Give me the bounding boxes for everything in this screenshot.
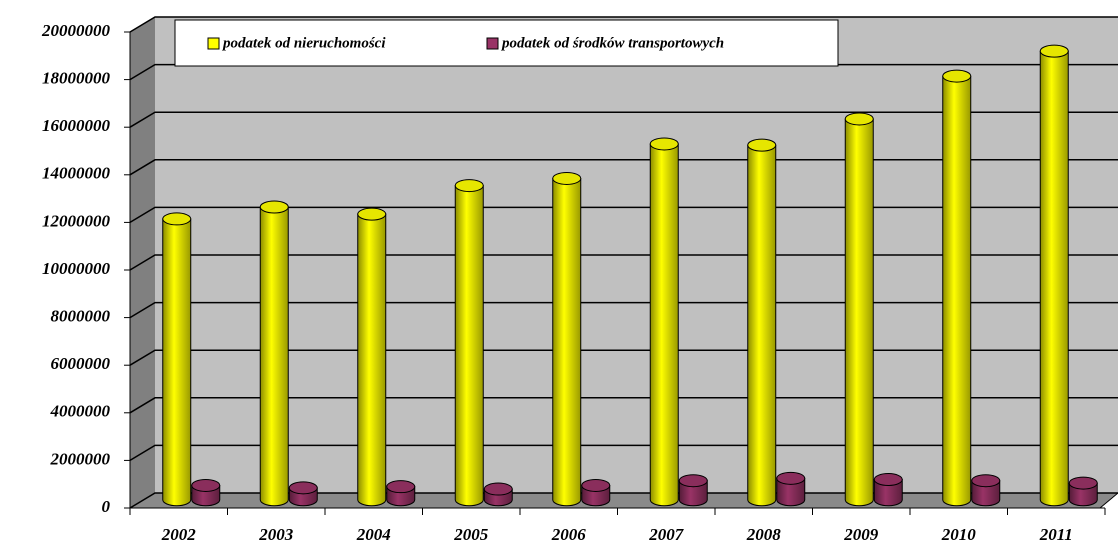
- bar-top: [581, 478, 611, 492]
- bar: [162, 218, 192, 507]
- y-tick-label: 20000000: [41, 21, 111, 40]
- bar-top: [357, 207, 387, 221]
- legend-marker: [486, 37, 499, 50]
- bar: [873, 479, 903, 507]
- bar-top: [552, 171, 582, 185]
- x-tick-label: 2004: [356, 525, 391, 544]
- bar: [971, 480, 1001, 507]
- grid-line: [129, 159, 1118, 176]
- grid-line: [129, 254, 1118, 271]
- bar: [649, 143, 679, 507]
- grid-line: [129, 111, 1118, 128]
- grid-line: [129, 206, 1118, 224]
- bar-top: [1068, 476, 1098, 490]
- legend-box: [174, 19, 839, 67]
- bar-top: [971, 474, 1001, 488]
- x-tick-label: 2010: [941, 525, 977, 544]
- bar-top: [844, 112, 874, 126]
- bar: [552, 177, 582, 507]
- bar-top: [1039, 44, 1069, 58]
- grid-line: [129, 301, 1118, 319]
- bar-top: [386, 480, 416, 494]
- x-tick-label: 2011: [1039, 525, 1073, 544]
- y-tick-label: 14000000: [42, 164, 111, 183]
- bar-top: [454, 179, 484, 193]
- legend-label: podatek od nieruchomości: [221, 35, 386, 51]
- bar: [1039, 50, 1069, 507]
- y-tick-label: 18000000: [42, 69, 111, 88]
- y-tick-label: 12000000: [42, 211, 111, 230]
- bar-top: [191, 478, 221, 492]
- bar-top: [288, 481, 318, 495]
- grid-line: [129, 349, 1118, 366]
- bar-top: [942, 69, 972, 83]
- y-tick-label: 2000000: [50, 449, 111, 468]
- grid-line: [129, 16, 1118, 33]
- grid-line: [129, 444, 1118, 462]
- x-tick-label: 2006: [551, 525, 587, 544]
- x-tick-label: 2002: [161, 525, 197, 544]
- bar-top: [776, 471, 806, 485]
- x-tick-label: 2008: [746, 525, 782, 544]
- y-tick-label: 0: [102, 497, 111, 516]
- legend-label: podatek od środków transportowych: [500, 35, 724, 51]
- y-tick-label: 16000000: [42, 116, 111, 135]
- bar-top: [747, 138, 777, 152]
- x-tick-label: 2009: [843, 525, 879, 544]
- y-tick-label: 10000000: [42, 259, 111, 278]
- bar: [844, 118, 874, 507]
- bar: [942, 75, 972, 507]
- x-tick-label: 2007: [648, 525, 685, 544]
- bar: [259, 206, 289, 507]
- bar-top: [873, 473, 903, 487]
- y-tick-label: 6000000: [51, 354, 111, 373]
- y-tick-label: 4000000: [50, 402, 111, 421]
- bar: [747, 144, 777, 507]
- bar-top: [162, 212, 192, 226]
- bar: [454, 185, 484, 507]
- x-tick-label: 2005: [453, 525, 489, 544]
- bar-top: [678, 474, 708, 488]
- bar-top: [483, 482, 513, 496]
- bar-top: [259, 200, 289, 214]
- bar-top: [649, 137, 679, 151]
- legend-marker: [207, 37, 220, 50]
- floor-edge: [1099, 492, 1118, 509]
- bar: [357, 213, 387, 507]
- x-tick-label: 2003: [258, 525, 294, 544]
- y-tick-label: 8000000: [51, 307, 111, 326]
- grid-line: [129, 397, 1118, 414]
- bar: [678, 480, 708, 507]
- bar: [776, 477, 806, 507]
- legend: podatek od nieruchomości podatek od środ…: [174, 19, 839, 67]
